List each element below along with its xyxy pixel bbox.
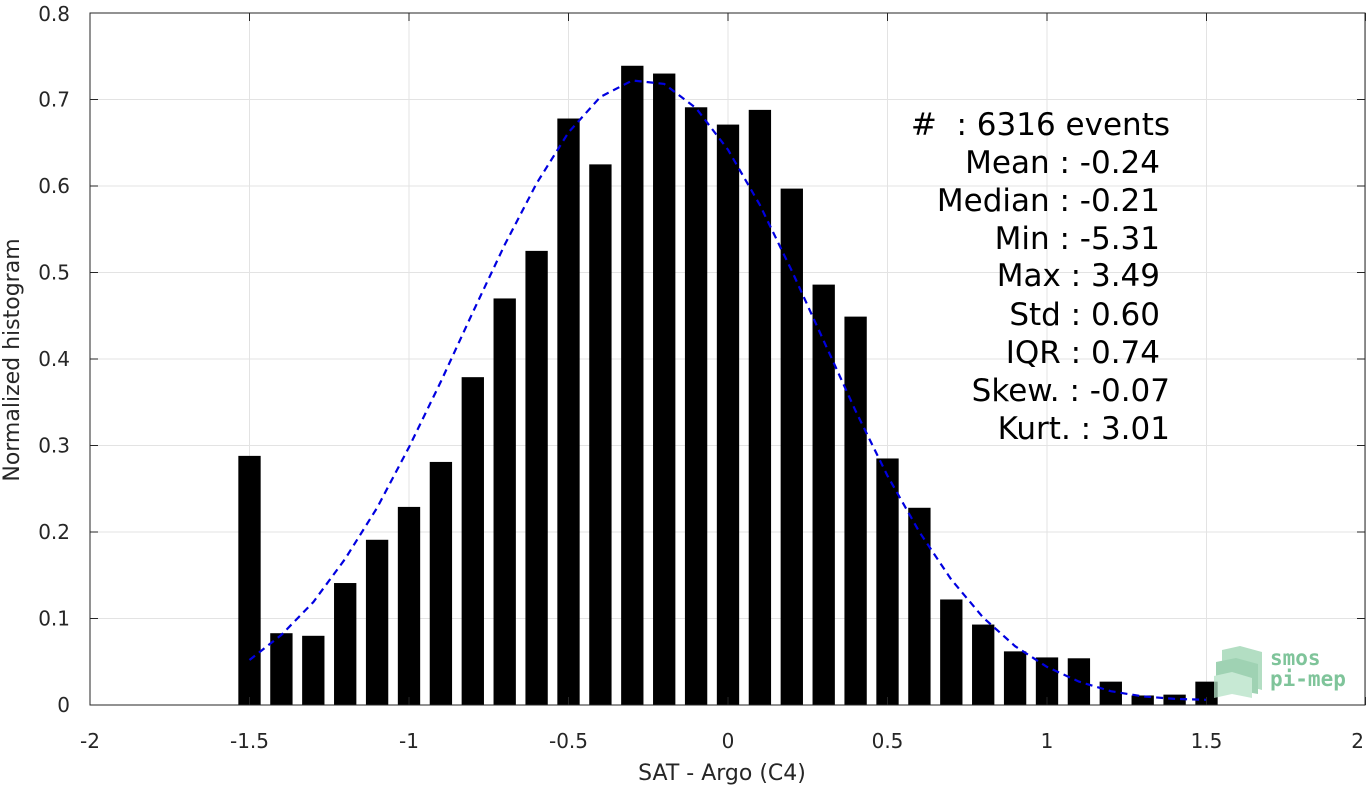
histogram-bar — [365, 539, 389, 705]
stat-median: Median : -0.21 — [937, 183, 1160, 219]
fit-curve — [248, 79, 1207, 701]
y-axis-label: Normalized histogram — [0, 238, 25, 481]
histogram-bar — [1035, 657, 1059, 705]
logo-text-smos: smos — [1270, 646, 1321, 670]
histogram-bar — [876, 458, 899, 705]
histogram-bar — [940, 599, 963, 705]
y-tick-label: 0.7 — [38, 88, 70, 112]
x-tick-label: 1.5 — [1191, 729, 1223, 753]
histogram-bar — [493, 298, 516, 705]
logo-text-pi-mep: pi-mep — [1270, 667, 1346, 691]
stat-mean: Mean : -0.24 — [965, 145, 1160, 181]
histogram-bar — [908, 507, 931, 705]
y-tick-label: 0.2 — [38, 520, 70, 544]
histogram-bar — [525, 250, 548, 705]
histogram-bar — [780, 188, 803, 706]
y-tick-label: 0.1 — [38, 607, 70, 631]
x-tick-label: 2 — [1351, 729, 1364, 753]
histogram-bar — [461, 377, 484, 705]
histogram-bar — [972, 624, 995, 705]
histogram-bar — [397, 506, 421, 705]
stat-skew: Skew. : -0.07 — [972, 373, 1170, 409]
y-tick-label: 0.6 — [38, 174, 70, 198]
histogram-bar — [429, 461, 453, 705]
histogram-bar — [238, 455, 261, 705]
x-tick-label: -0.5 — [549, 729, 588, 753]
stat-kurt: Kurt. : 3.01 — [998, 411, 1170, 447]
x-tick-label: -2 — [80, 729, 100, 753]
histogram-bar — [334, 583, 357, 705]
stat-iqr: IQR : 0.74 — [1006, 335, 1160, 371]
histogram-bar — [812, 284, 835, 705]
histogram-bar — [1003, 651, 1027, 705]
y-tick-label: 0 — [57, 693, 70, 717]
histogram-bar — [589, 164, 612, 705]
histogram-bar — [844, 316, 867, 705]
histogram-bar — [653, 73, 676, 706]
x-tick-labels: -2 -1.5 -1 -0.5 0 0.5 1 1.5 2 — [80, 729, 1364, 753]
x-tick-label: -1 — [399, 729, 419, 753]
histogram-bar — [270, 633, 293, 705]
histogram-bar — [684, 107, 708, 705]
fit-curve-group — [248, 79, 1207, 701]
x-tick-label: 1 — [1041, 729, 1054, 753]
stat-std: Std : 0.60 — [1009, 297, 1160, 333]
y-tick-label: 0.8 — [38, 2, 70, 26]
histogram-bar — [716, 124, 740, 705]
histogram-bar — [302, 635, 325, 705]
stat-max: Max : 3.49 — [997, 258, 1160, 294]
logo-waves-icon — [1214, 646, 1262, 698]
y-tick-label: 0.3 — [38, 434, 70, 458]
histogram-bar — [1195, 681, 1218, 705]
stat-events: # : 6316 events — [911, 107, 1170, 143]
x-axis-label: SAT - Argo (C4) — [638, 761, 806, 786]
x-tick-label: -1.5 — [230, 729, 269, 753]
histogram-bar — [621, 65, 644, 705]
y-tick-label: 0.5 — [38, 261, 70, 285]
y-tick-label: 0.4 — [38, 347, 70, 371]
x-tick-label: 0.5 — [872, 729, 904, 753]
histogram-bar — [1099, 681, 1122, 705]
y-tick-labels: 0 0.1 0.2 0.3 0.4 0.5 0.6 0.7 0.8 — [38, 2, 70, 717]
histogram-bar — [1131, 695, 1154, 705]
x-tick-label: 0 — [722, 729, 735, 753]
axes — [89, 12, 1366, 706]
stats-box: # : 6316 events Mean : -0.24 Median : -0… — [911, 107, 1170, 447]
bars — [238, 65, 1218, 706]
stat-min: Min : -5.31 — [995, 221, 1160, 257]
histogram-bar — [557, 118, 580, 705]
smos-pimep-logo: smos pi-mep — [1214, 646, 1346, 698]
histogram-bar — [748, 109, 772, 705]
